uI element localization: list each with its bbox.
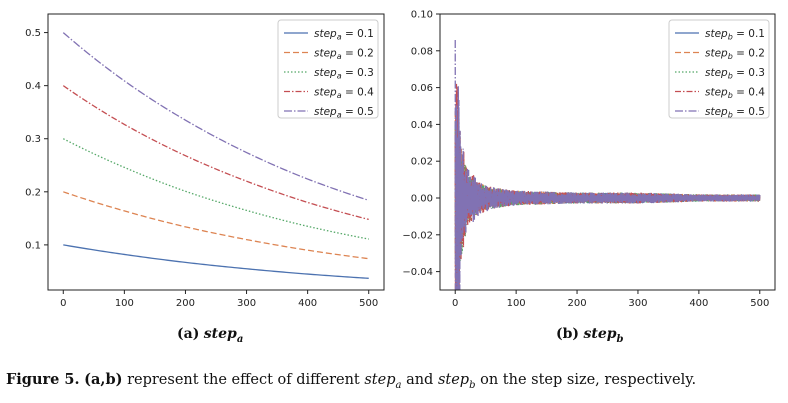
y-tick-label-a-2: 0.3 <box>25 134 41 145</box>
plot-frame-a <box>47 13 385 291</box>
caption-text-3: on the step size, respectively. <box>475 372 697 388</box>
subcaption-a-var: stepa <box>203 326 244 345</box>
caption-var-a: stepa <box>364 372 402 391</box>
series-line-a-2 <box>63 191 369 260</box>
subcaption-a: (a) stepa <box>177 326 243 345</box>
legend-box-b <box>668 19 770 119</box>
chart-panel-a: 0 100 200 300 400 500 0.1 0.2 0.3 0.4 0.5 stepa = 0… <box>25 13 385 309</box>
y-tick-label-b-0: −0.04 <box>402 267 433 278</box>
x-tick-label-a-100: 100 <box>115 298 134 309</box>
x-tick-label-b-100: 100 <box>507 298 526 309</box>
caption-number: Figure 5. <box>6 371 80 388</box>
series-line-a-4 <box>62 85 369 221</box>
legend-label-b-2: stepb = 0.2 <box>705 48 765 62</box>
y-tick-label-b-2: 0.00 <box>411 194 433 205</box>
x-tick-label-b-400: 400 <box>689 298 708 309</box>
caption-text-2: and <box>401 372 438 388</box>
caption-panels: (a,b) <box>84 371 123 388</box>
y-tick-label-a-4: 0.5 <box>25 28 41 39</box>
figure-caption: Figure 5. (a,b) represent the effect of … <box>6 371 696 391</box>
legend-label-b-3: stepb = 0.3 <box>705 67 765 81</box>
y-tick-label-b-3: 0.02 <box>411 157 433 168</box>
series-group-a <box>62 32 369 279</box>
y-tick-label-b-7: 0.10 <box>411 10 433 21</box>
x-tick-label-a-400: 400 <box>298 298 317 309</box>
series-line-a-1 <box>63 244 369 279</box>
subcaption-b: (b) stepb <box>556 326 624 345</box>
y-tick-label-b-1: −0.02 <box>402 230 433 241</box>
legend-a: stepa = 0.1 stepa = 0.2 stepa = 0.3 stepa =… <box>277 19 379 120</box>
y-tick-label-a-3: 0.4 <box>25 81 41 92</box>
y-tick-label-a-1: 0.2 <box>25 187 41 198</box>
y-tick-label-b-4: 0.04 <box>411 120 433 131</box>
legend-label-b-1: stepb = 0.1 <box>705 28 765 42</box>
legend-box-a <box>277 19 379 119</box>
legend-label-a-3: stepa = 0.3 <box>314 67 374 81</box>
subcaption-b-var: stepb <box>583 326 624 345</box>
legend-label-b-5: stepb = 0.5 <box>705 106 765 120</box>
legend-label-b-4: stepb = 0.4 <box>705 87 765 101</box>
x-tick-label-b-300: 300 <box>628 298 647 309</box>
series-group-b <box>454 40 761 290</box>
x-tick-label-b-0: 0 <box>452 298 458 309</box>
series-line-a-3 <box>62 138 369 240</box>
legend-label-a-4: stepa = 0.4 <box>314 87 374 101</box>
legend-label-a-5: stepa = 0.5 <box>314 106 374 120</box>
subcaption-b-label: (b) <box>556 326 580 342</box>
x-tick-label-b-500: 500 <box>750 298 769 309</box>
x-tick-label-a-200: 200 <box>176 298 195 309</box>
chart-panel-b: 0 100 200 300 400 500 −0.04 −0.02 0.00 0.02 0.04 0.… <box>402 10 776 309</box>
series-line-b-5 <box>454 40 761 290</box>
subcaption-a-label: (a) <box>177 326 200 342</box>
y-tick-label-b-5: 0.06 <box>411 83 433 94</box>
legend-b: stepb = 0.1 stepb = 0.2 stepb = 0.3 stepb =… <box>668 19 770 120</box>
y-tick-label-a-0: 0.1 <box>25 240 41 251</box>
plot-frame-b <box>439 13 776 291</box>
series-line-a-5 <box>62 32 369 201</box>
y-tick-label-b-6: 0.08 <box>411 46 433 57</box>
x-tick-label-b-200: 200 <box>567 298 586 309</box>
x-tick-label-a-300: 300 <box>237 298 256 309</box>
x-tick-label-a-500: 500 <box>359 298 378 309</box>
x-tick-label-a-0: 0 <box>60 298 66 309</box>
legend-label-a-2: stepa = 0.2 <box>314 48 374 62</box>
caption-text-1: represent the effect of different <box>122 372 365 388</box>
series-line-b-2 <box>454 111 761 290</box>
legend-label-a-1: stepa = 0.1 <box>314 28 374 42</box>
caption-var-b: stepb <box>437 372 476 391</box>
